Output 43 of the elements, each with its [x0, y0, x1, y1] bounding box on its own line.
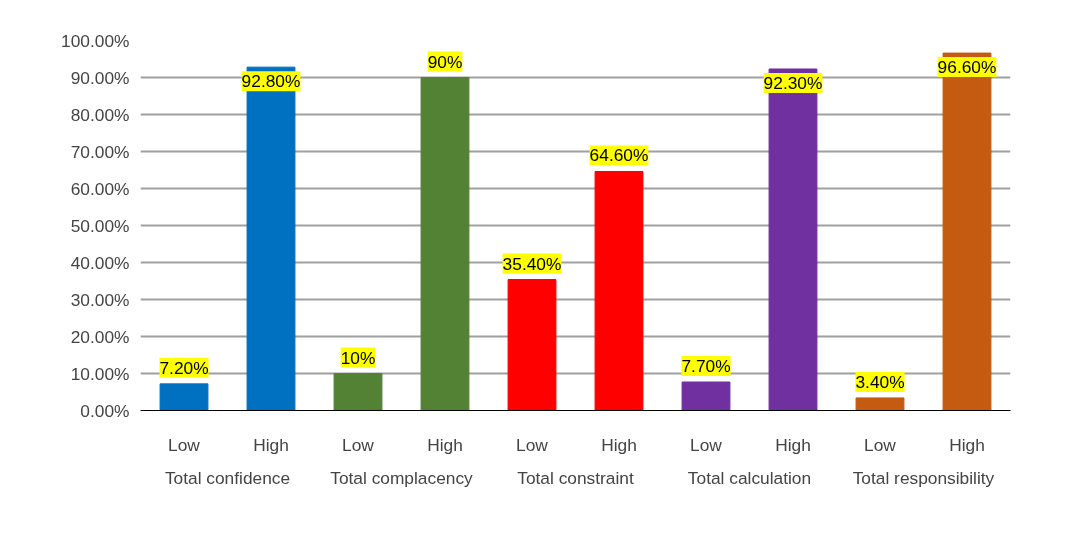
bar: [333, 373, 383, 411]
text: Total confidence: [164, 467, 291, 488]
data-label: 7.70%: [681, 356, 731, 377]
bar: [420, 77, 470, 411]
data-label: 96.60%: [937, 57, 997, 78]
text: Total calculation: [687, 467, 812, 488]
bar: [507, 279, 557, 411]
x-tick-label: Low: [168, 434, 201, 455]
x-tick-label: High: [949, 434, 985, 455]
x-tick-label: Low: [864, 434, 897, 455]
bar: [681, 381, 731, 411]
data-label: 35.40%: [502, 253, 562, 274]
data-label: 7.20%: [159, 357, 209, 378]
text: Total constraint: [517, 467, 634, 488]
x-tick-label: Low: [516, 434, 549, 455]
y-tick-label: 50.00%: [70, 215, 130, 236]
x-tick-label: High: [427, 434, 463, 455]
y-tick-label: 20.00%: [70, 326, 130, 347]
data-label: 64.60%: [589, 145, 649, 166]
text: Total responsibility: [852, 467, 995, 488]
y-tick-label: 0.00%: [80, 400, 130, 421]
x-tick-label: Low: [690, 434, 723, 455]
y-tick-label: 40.00%: [70, 252, 130, 273]
y-tick-label: 100.00%: [61, 30, 130, 51]
x-tick-label: High: [775, 434, 811, 455]
y-tick-label: 80.00%: [70, 104, 130, 125]
x-tick-label: Low: [342, 434, 375, 455]
text: Total complacency: [330, 467, 474, 488]
y-tick-label: 30.00%: [70, 289, 130, 310]
y-tick-label: 10.00%: [70, 363, 130, 384]
x-tick-label: High: [601, 434, 637, 455]
data-label: 3.40%: [855, 371, 905, 392]
data-label: 90%: [427, 51, 463, 72]
data-label: 10%: [340, 347, 376, 368]
bar: [594, 170, 644, 411]
x-tick-label: High: [253, 434, 289, 455]
bar: [855, 397, 905, 411]
y-tick-label: 90.00%: [70, 67, 130, 88]
data-label: 92.30%: [763, 72, 823, 93]
y-tick-label: 70.00%: [70, 141, 130, 162]
bar: [159, 383, 209, 411]
data-label: 92.80%: [241, 71, 301, 92]
y-tick-label: 60.00%: [70, 178, 130, 199]
